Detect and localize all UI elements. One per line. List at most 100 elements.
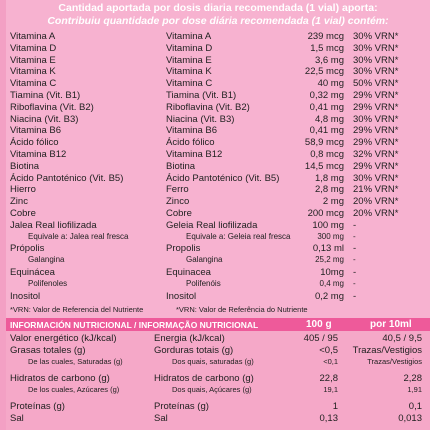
value-10ml: 2,28 [403,373,423,384]
nutrient-name-pt: Polifenóis [186,278,221,288]
nutrient-quantity: 25,2 mg [315,255,344,265]
nutrition-label-es: Valor energético (kJ/kcal) [10,333,117,344]
nutrient-vrn: 30% VRN* [353,54,399,66]
nutrient-quantity: 3,6 mg [314,54,344,66]
vitamin-row: Tiamina (Vit. B1) Tiamina (Vit. B1) 0,32 m… [6,90,430,101]
nutrient-vrn: - [353,278,356,288]
nutrient-vrn: 20% VRN* [353,208,399,219]
vitamin-row: Galangina Galangina 25,2 mg - [6,255,430,266]
nutrient-quantity: 14,5 mcg [304,160,344,172]
nutrient-vrn: 29% VRN* [353,137,399,149]
value-100g: 22,8 [319,373,339,384]
nutrient-name-pt: Tiamina (Vit. B1) [166,90,237,101]
nutrient-vrn: 32% VRN* [353,149,399,160]
nutrient-name-pt: Biotina [166,160,196,172]
nutrient-quantity: 1,8 mg [314,172,344,184]
value-10ml: 1,91 [407,385,422,394]
nutrient-name-pt: Zinco [166,196,190,208]
nutrient-name-es: Vitamina E [10,54,56,66]
nutrient-name-es: Inositol [10,290,41,302]
nutrient-name-pt: Vitamina C [166,78,213,90]
nutrient-name-pt: Vitamina K [166,66,212,78]
nutrient-name-es: Vitamina C [10,78,57,90]
vitamin-row: Vitamina B12 Vitamina B12 0,8 mcg 32% VRN* [6,149,430,160]
nutrient-name-es: Hierro [10,184,36,196]
nutrient-name-es: Vitamina A [10,31,56,42]
nutrition-label-pt: Proteínas (g) [154,401,209,412]
nutrient-name-pt: Vitamina E [166,54,212,66]
value-100g: <0,1 [323,357,338,366]
nutrition-label-pt: Energia (kJ/kcal) [154,333,225,344]
nutrient-name-pt: Vitamina D [166,42,213,54]
value-100g: 19,1 [323,385,338,394]
vitamin-row: Inositol Inositol 0,2 mg - [6,291,430,302]
nutrient-name-pt: Propolis [166,243,201,255]
nutrient-name-es: Vitamina B12 [10,149,67,160]
vitamin-row: Vitamina C Vitamina C 40 mg 50% VRN* [6,78,430,89]
nutrient-vrn: 30% VRN* [353,42,399,54]
nutrient-quantity: 1,5 mcg [310,42,344,54]
nutrient-name-pt: Inositol [166,290,197,302]
nutrient-vrn: 30% VRN* [353,31,399,42]
vitamin-row: Vitamina K Vitamina K 22,5 mcg 30% VRN* [6,66,430,77]
nutrient-quantity: 0,41 mg [309,101,344,113]
nutrient-name-es: Riboflavina (Vit. B2) [10,101,94,113]
nutrition-title: INFORMACIÓN NUTRICIONAL / INFORMAÇÃO NUT… [10,320,259,330]
vitamin-row: Cobre Cobre 200 mcg 20% VRN* [6,208,430,219]
nutrient-quantity: 0,4 mg [319,278,344,288]
nutrition-label-pt: Gorduras totais (g) [154,345,234,356]
vitamin-row: Própolis Propolis 0,13 ml - [6,243,430,254]
vrn-note-es: *VRN: Valor de Referencia del Nutriente [10,305,144,314]
vitamin-row: Polifenoles Polifenóis 0,4 mg - [6,279,430,290]
header-es: Cantidad aportada por dosis diaria recom… [58,2,378,14]
nutrient-quantity: 40 mg [317,78,344,90]
value-10ml: Trazas/Vestigios [367,357,422,366]
nutrient-quantity: 100 mg [312,219,344,231]
nutrition-label-es: Proteínas (g) [10,401,65,412]
nutrient-vrn: 50% VRN* [353,78,399,90]
nutrient-name-es: Galangina [28,255,65,265]
nutrient-vrn: 29% VRN* [353,125,399,137]
nutrient-name-es: Vitamina K [10,66,56,78]
nutrient-name-pt: Ferro [166,184,189,196]
value-100g: 0,13 [319,413,339,424]
nutrient-quantity: 239 mcg [307,31,344,42]
nutrient-name-pt: Equivale a: Geleia real fresca [186,231,291,241]
vitamin-row: Ácido fólico Ácido fólico 58,9 mcg 29% VRN* [6,137,430,148]
vitamin-row: Biotina Biotina 14,5 mcg 29% VRN* [6,161,430,172]
nutrient-vrn: - [353,267,357,278]
vitamin-row: Vitamina B6 Vitamina B6 0,41 mg 29% VRN* [6,125,430,136]
nutrient-vrn: - [353,255,356,265]
vitamin-row: Vitamina A Vitamina A 239 mcg 30% VRN* [6,31,430,42]
nutrient-quantity: 10mg [320,267,344,278]
nutrient-quantity: 0,32 mg [309,90,344,101]
nutrient-vrn: 30% VRN* [353,113,399,125]
nutrient-quantity: 4,8 mg [314,113,344,125]
nutrient-quantity: 0,41 mg [309,125,344,137]
nutrient-vrn: 29% VRN* [353,101,399,113]
nutrient-quantity: 2,8 mg [314,184,344,196]
nutrient-name-es: Vitamina D [10,42,57,54]
nutrient-vrn: - [353,231,356,241]
col-100g: 100 g [306,319,332,330]
vitamin-row: Equinácea Equinacea 10mg - [6,267,430,278]
vitamin-row: Equivale a: Jalea real fresca Equivale a:… [6,232,430,243]
col-10ml: por 10ml [370,319,412,330]
label-panel: Cantidad aportada por dosis diaria recom… [6,0,430,430]
nutrient-quantity: 22,5 mcg [304,66,344,78]
nutrient-name-pt: Vitamina B12 [166,149,223,160]
nutrition-label-pt: Hidratos de carbono (g) [154,373,254,384]
vitamin-row: Zinc Zinco 2 mg 20% VRN* [6,196,430,207]
nutrient-quantity: 58,9 mcg [304,137,344,149]
nutrient-quantity: 2 mg [322,196,344,208]
nutrient-name-pt: Riboflavina (Vit. B2) [166,101,250,113]
nutrient-quantity: 0,13 ml [312,243,344,255]
nutrient-name-pt: Equinacea [166,267,211,278]
nutrient-name-pt: Vitamina B6 [166,125,218,137]
nutrient-name-es: Equinácea [10,267,55,278]
nutrient-name-es: Equivale a: Jalea real fresca [28,231,129,241]
vitamin-row: Vitamina D Vitamina D 1,5 mcg 30% VRN* [6,43,430,54]
nutrient-name-es: Jalea Real liofilizada [10,219,97,231]
vitamin-row: Ácido Pantoténico (Vit. B5) Ácido Pantoté… [6,173,430,184]
vitamin-row: Vitamina E Vitamina E 3,6 mg 30% VRN* [6,55,430,66]
